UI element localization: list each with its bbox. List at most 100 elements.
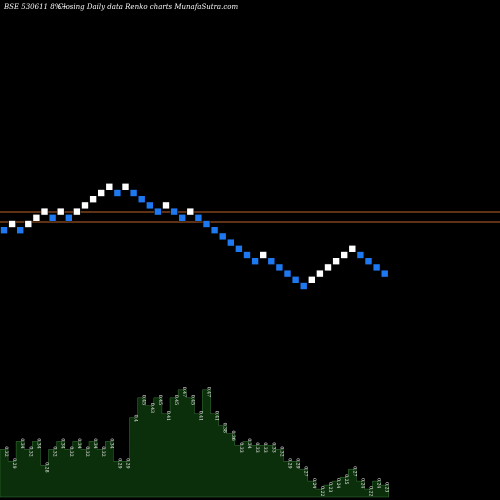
renko-brick-down bbox=[113, 189, 122, 197]
volume-label: 0.24 bbox=[311, 478, 317, 488]
renko-brick-down bbox=[170, 207, 178, 216]
renko-brick-down bbox=[291, 275, 300, 284]
volume-label: 0.23 bbox=[384, 482, 390, 492]
volume-label: 0.27 bbox=[303, 466, 309, 476]
renko-brick-up bbox=[121, 183, 130, 191]
renko-brick-down bbox=[299, 282, 308, 290]
renko-brick-up bbox=[105, 183, 114, 191]
volume-label: 0.32 bbox=[27, 446, 33, 456]
renko-brick-up bbox=[186, 207, 195, 216]
volume-label: 0.38 bbox=[222, 423, 228, 433]
renko-brick-up bbox=[259, 251, 268, 259]
volume-label: 0.47 bbox=[205, 387, 211, 397]
volume-label: 0.33 bbox=[238, 442, 244, 452]
renko-brick-down bbox=[202, 220, 211, 228]
volume-label: 0.22 bbox=[368, 486, 374, 496]
volume-label: 0.32 bbox=[52, 446, 58, 456]
volume-label: 0.33 bbox=[270, 442, 276, 452]
chart-subtitle: Closing Daily data Renko charts MunafaSu… bbox=[58, 3, 238, 11]
renko-brick-up bbox=[307, 275, 316, 284]
volume-label: 0.33 bbox=[262, 442, 268, 452]
renko-brick-down bbox=[364, 257, 373, 266]
volume-label: 0.29 bbox=[125, 458, 131, 468]
volume-label: 0.34 bbox=[108, 438, 114, 448]
volume-label: 0.28 bbox=[44, 462, 50, 472]
volume-label: 0.34 bbox=[19, 438, 25, 448]
volume-label: 0.34 bbox=[76, 438, 82, 448]
volume-label: 0.29 bbox=[295, 458, 301, 468]
renko-brick-down bbox=[137, 195, 146, 203]
renko-brick-down bbox=[283, 269, 292, 278]
renko-brick-up bbox=[97, 189, 105, 197]
renko-brick-down bbox=[129, 189, 138, 197]
volume-label: 0.36 bbox=[230, 431, 236, 441]
renko-brick-down bbox=[372, 263, 381, 272]
renko-brick-down bbox=[380, 269, 389, 278]
volume-label: 0.29 bbox=[287, 458, 293, 468]
volume-label: 0.41 bbox=[197, 411, 203, 421]
renko-brick-down bbox=[16, 226, 25, 234]
volume-label: 0.45 bbox=[141, 395, 147, 405]
renko-brick-down bbox=[275, 263, 284, 272]
renko-brick-down bbox=[146, 201, 154, 210]
renko-brick-up bbox=[73, 207, 81, 216]
renko-brick-up bbox=[40, 207, 49, 216]
renko-brick-down bbox=[178, 214, 186, 222]
volume-label: 0.43 bbox=[149, 403, 155, 413]
volume-label: 0.33 bbox=[254, 442, 260, 452]
renko-brick-down bbox=[48, 214, 57, 222]
volume-label: 0.25 bbox=[343, 474, 349, 484]
volume-label: 0.24 bbox=[335, 478, 341, 488]
renko-brick-up bbox=[81, 201, 89, 210]
volume-label: 0.45 bbox=[189, 395, 195, 405]
volume-label: 0.41 bbox=[165, 411, 171, 421]
renko-brick-down bbox=[210, 226, 219, 234]
volume-labels: 0.320.290.340.320.340.280.320.340.320.34… bbox=[3, 387, 390, 497]
renko-brick-up bbox=[340, 251, 349, 259]
volume-label: 0.32 bbox=[68, 446, 74, 456]
volume-label: 0.24 bbox=[359, 478, 365, 488]
volume-label: 0.34 bbox=[60, 438, 66, 448]
renko-brick-up bbox=[348, 245, 357, 253]
volume-label: 0.45 bbox=[157, 395, 163, 405]
volume-label: 0.22 bbox=[319, 486, 325, 496]
renko-brick-down bbox=[267, 257, 276, 266]
volume-label: 0.24 bbox=[376, 478, 382, 488]
renko-brick-up bbox=[32, 214, 41, 222]
volume-label: 0.32 bbox=[84, 446, 90, 456]
volume-label: 0.47 bbox=[181, 387, 187, 397]
renko-brick-down bbox=[251, 257, 259, 266]
volume-label: 0.32 bbox=[278, 446, 284, 456]
volume-label: 0.34 bbox=[92, 438, 98, 448]
renko-brick-down bbox=[154, 207, 162, 216]
volume-label: 0.45 bbox=[173, 395, 179, 405]
reference-lines bbox=[0, 211, 500, 223]
volume-label: 0.34 bbox=[35, 438, 41, 448]
volume-label: 0.4 bbox=[133, 415, 139, 422]
volume-area bbox=[0, 389, 390, 498]
renko-brick-down bbox=[218, 232, 227, 241]
renko-bricks bbox=[0, 183, 389, 290]
renko-brick-up bbox=[162, 201, 170, 210]
chart-symbol-title: BSE 530611 8%~ bbox=[3, 3, 67, 11]
volume-area-path bbox=[0, 389, 390, 498]
volume-label: 0.29 bbox=[11, 458, 17, 468]
renko-brick-down bbox=[356, 251, 365, 259]
renko-brick-up bbox=[332, 257, 340, 266]
volume-label: 0.32 bbox=[100, 446, 106, 456]
renko-brick-up bbox=[56, 207, 65, 216]
renko-brick-up bbox=[8, 220, 16, 228]
renko-brick-down bbox=[0, 226, 8, 234]
volume-label: 0.41 bbox=[214, 411, 220, 421]
volume-label: 0.23 bbox=[327, 482, 333, 492]
renko-brick-up bbox=[24, 220, 33, 228]
renko-brick-down bbox=[65, 214, 73, 222]
renko-brick-down bbox=[194, 214, 203, 222]
volume-label: 0.32 bbox=[3, 446, 9, 456]
renko-brick-down bbox=[227, 238, 235, 247]
renko-brick-down bbox=[243, 251, 251, 259]
renko-brick-up bbox=[316, 269, 324, 278]
renko-brick-up bbox=[89, 195, 97, 203]
